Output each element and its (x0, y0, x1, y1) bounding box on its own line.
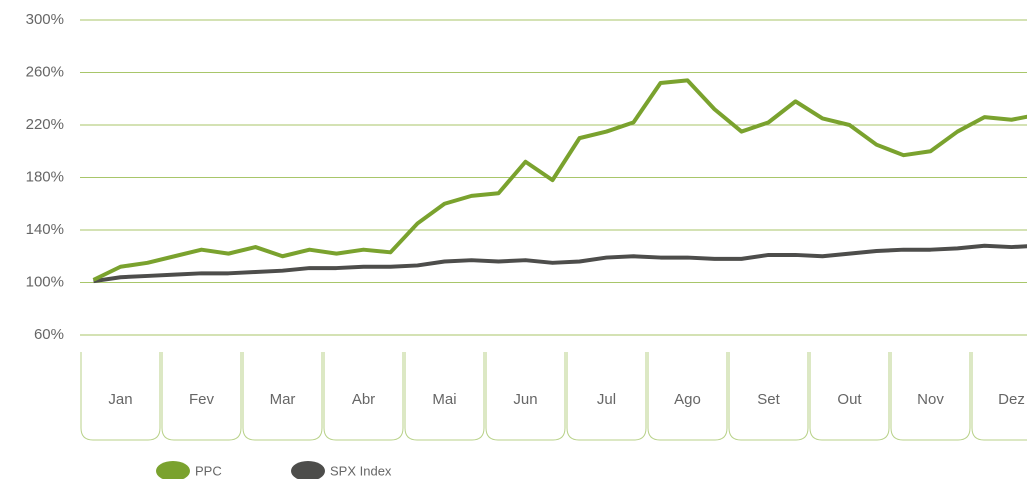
line-series (92, 78, 1027, 282)
x-tick-label: Jul (597, 391, 616, 408)
line-series (93, 243, 1027, 284)
x-tick-label: Set (757, 391, 780, 408)
month-box (647, 352, 728, 441)
x-tick-label: Jan (108, 391, 132, 408)
y-tick-label: 140% (26, 221, 64, 238)
legend-label: SPX Index (330, 463, 392, 478)
legend-swatch (291, 461, 325, 479)
x-tick-label: Abr (352, 391, 375, 408)
month-box (971, 352, 1027, 441)
x-tick-label: Jun (513, 391, 537, 408)
month-box (485, 352, 566, 441)
y-tick-label: 220% (26, 116, 64, 133)
x-tick-label: Ago (674, 391, 701, 408)
legend-label: PPC (195, 463, 222, 478)
y-tick-label: 100% (26, 273, 64, 290)
x-tick-label: Nov (917, 391, 944, 408)
y-tick-label: 60% (34, 326, 64, 343)
month-box (404, 352, 485, 441)
month-box (566, 352, 647, 441)
month-box (890, 352, 971, 441)
legend-swatch (156, 461, 190, 479)
y-tick-label: 300% (26, 11, 64, 28)
month-box (809, 352, 890, 441)
month-box (323, 352, 404, 441)
x-tick-label: Mai (432, 391, 456, 408)
month-box (242, 352, 323, 441)
month-box (80, 352, 161, 441)
x-tick-label: Mar (270, 391, 296, 408)
x-tick-label: Fev (189, 391, 215, 408)
x-tick-label: Out (837, 391, 862, 408)
y-tick-label: 260% (26, 63, 64, 80)
month-box (728, 352, 809, 441)
x-tick-label: Dez (998, 391, 1025, 408)
y-tick-label: 180% (26, 168, 64, 185)
month-box (161, 352, 242, 441)
